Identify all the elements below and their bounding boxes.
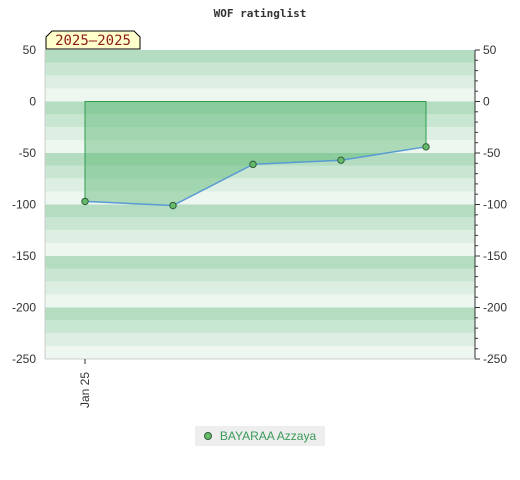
y-tick-label-left: 0: [29, 95, 36, 109]
y-tick-label-left: -150: [12, 249, 36, 263]
background-band: [45, 50, 475, 63]
background-band: [45, 307, 475, 321]
y-tick-label-right: 50: [483, 43, 497, 57]
year-badge: 2025—2025: [45, 30, 141, 50]
y-tick-label-right: -50: [483, 146, 501, 160]
y-tick-label-right: 0: [483, 95, 490, 109]
background-band: [45, 101, 475, 115]
background-band: [45, 217, 475, 231]
background-band: [45, 320, 475, 334]
background-band: [45, 114, 475, 128]
x-tick-label: Jan 25: [78, 372, 92, 408]
legend-marker-icon: [203, 432, 212, 440]
y-tick-label-right: -250: [483, 352, 507, 366]
y-tick-label-left: -250: [12, 352, 36, 366]
year-badge-label: 2025—2025: [55, 33, 131, 49]
background-band: [45, 165, 475, 179]
legend-series-label: BAYARAA Azzaya: [219, 429, 317, 443]
background-band: [45, 230, 475, 244]
y-tick-label-right: -150: [483, 249, 507, 263]
y-tick-label-left: 50: [23, 43, 37, 57]
legend[interactable]: BAYARAA Azzaya: [195, 426, 325, 446]
year-badge-box: [45, 30, 141, 50]
y-tick-label-left: -100: [12, 198, 36, 212]
data-point: [337, 156, 345, 164]
data-point: [249, 160, 257, 169]
background-band: [45, 268, 475, 282]
background-band: [45, 204, 475, 218]
background-band: [45, 75, 475, 89]
background-bands: [45, 50, 475, 359]
background-band: [45, 191, 475, 205]
background-band: [45, 62, 475, 76]
background-band: [45, 333, 475, 347]
y-tick-label-left: -50: [19, 146, 37, 160]
tick-labels: 50 50 0 0 -50 -50 -100 -100 -150 -150 -200 -200 -250…: [12, 43, 507, 408]
y-tick-label-right: -100: [483, 198, 507, 212]
y-tick-label-right: -200: [483, 301, 507, 315]
background-band: [45, 127, 475, 141]
data-point: [422, 143, 430, 151]
background-band: [45, 346, 475, 359]
data-points: [81, 143, 430, 210]
background-band: [45, 178, 475, 192]
background-band: [45, 243, 475, 256]
chart-title: WOF ratinglist: [214, 7, 307, 20]
data-point: [81, 197, 89, 206]
y-tick-label-left: -200: [12, 301, 36, 315]
background-band: [45, 281, 475, 295]
axes: [44, 49, 480, 364]
background-band: [45, 88, 475, 102]
background-band: [45, 140, 475, 153]
background-band: [45, 256, 475, 269]
background-band: [45, 294, 475, 308]
data-point: [169, 201, 177, 210]
